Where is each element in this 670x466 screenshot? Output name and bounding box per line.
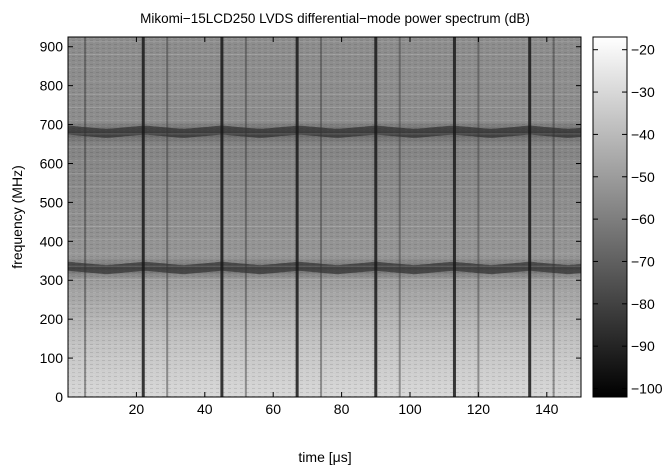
x-tick-label: 120 bbox=[467, 401, 491, 417]
y-tick-label: 500 bbox=[40, 194, 64, 210]
colorbar-ticks: −20 −30 −40 −50 −60 −70 −80 −90 −100 bbox=[593, 42, 663, 397]
colorbar-tick-label: −40 bbox=[631, 126, 655, 142]
x-tick-label: 20 bbox=[129, 401, 145, 417]
x-axis: 20 40 60 80 100 120 140 bbox=[129, 37, 559, 417]
x-tick-label: 40 bbox=[197, 401, 213, 417]
x-tick-label: 140 bbox=[535, 401, 559, 417]
colorbar-tick-label: −100 bbox=[631, 381, 663, 397]
x-tick-label: 100 bbox=[398, 401, 422, 417]
x-axis-label: time [μs] bbox=[298, 449, 351, 465]
y-tick-label: 800 bbox=[40, 78, 64, 94]
chart-title: Mikomi−15LCD250 LVDS differential−mode p… bbox=[140, 11, 530, 26]
y-tick-label: 700 bbox=[40, 117, 64, 133]
spectrogram-area bbox=[67, 37, 582, 397]
y-tick-label: 400 bbox=[40, 233, 64, 249]
dark-band-2 bbox=[67, 125, 582, 138]
colorbar-frame bbox=[592, 36, 628, 398]
y-tick-label: 100 bbox=[40, 350, 64, 366]
noise-texture bbox=[68, 37, 581, 397]
y-axis: 0 100 200 300 400 500 600 700 800 900 bbox=[40, 39, 581, 405]
colorbar-tick-label: −30 bbox=[631, 84, 655, 100]
colorbar-tick-label: −50 bbox=[631, 169, 655, 185]
colorbar-tick-label: −20 bbox=[631, 42, 655, 58]
dark-band-1 bbox=[67, 261, 582, 275]
y-tick-label: 600 bbox=[40, 155, 64, 171]
colorbar-tick-label: −70 bbox=[631, 253, 655, 269]
y-tick-label: 900 bbox=[40, 39, 64, 55]
colorbar-tick-label: −60 bbox=[631, 211, 655, 227]
plot-frame bbox=[67, 36, 582, 398]
colorbar bbox=[593, 37, 627, 397]
y-tick-label: 300 bbox=[40, 272, 64, 288]
colorbar-tick-label: −80 bbox=[631, 296, 655, 312]
y-tick-label: 200 bbox=[40, 311, 64, 327]
x-tick-label: 60 bbox=[265, 401, 281, 417]
y-tick-label: 0 bbox=[55, 389, 63, 405]
colorbar-tick-label: −90 bbox=[631, 338, 655, 354]
x-tick-label: 80 bbox=[334, 401, 350, 417]
y-axis-label: frequency (MHz) bbox=[9, 165, 25, 268]
colorbar-gradient bbox=[593, 37, 627, 397]
